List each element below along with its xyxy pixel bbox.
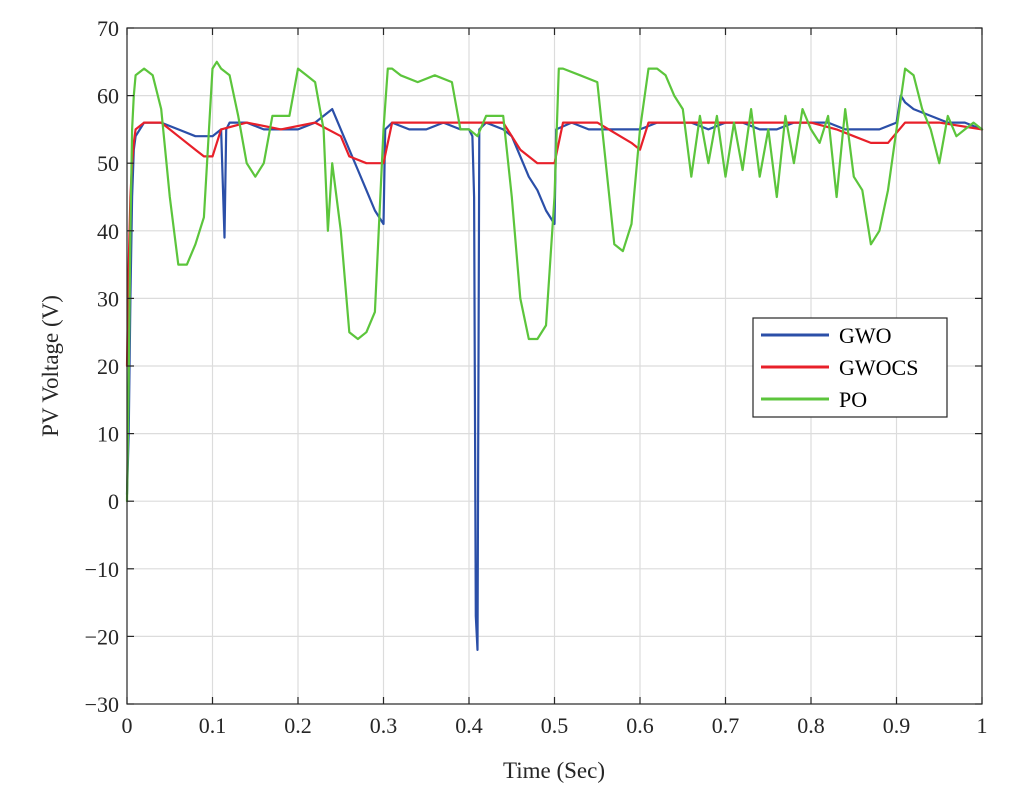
- legend-label-gwocs: GWOCS: [839, 355, 918, 380]
- legend-label-po: PO: [839, 387, 867, 412]
- x-tick-label: 0.7: [712, 713, 740, 738]
- y-tick-label: −20: [85, 624, 119, 649]
- y-tick-label: 20: [97, 354, 119, 379]
- x-tick-label: 0: [122, 713, 133, 738]
- y-tick-label: −30: [85, 692, 119, 717]
- series-line-gwocs: [125, 121, 984, 368]
- y-tick-label: 60: [97, 84, 119, 109]
- x-axis-label: Time (Sec): [503, 758, 605, 783]
- x-tick-label: 0.6: [626, 713, 654, 738]
- x-tick-label: 0.2: [284, 713, 312, 738]
- y-tick-label: −10: [85, 557, 119, 582]
- x-tick-label: 1: [977, 713, 988, 738]
- y-tick-label: 40: [97, 219, 119, 244]
- y-tick-label: 30: [97, 286, 119, 311]
- y-tick-label: 0: [108, 489, 119, 514]
- x-tick-label: 0.5: [541, 713, 569, 738]
- x-tick-label: 0.8: [797, 713, 825, 738]
- legend-label-gwo: GWO: [839, 323, 892, 348]
- x-tick-label: 0.3: [370, 713, 398, 738]
- y-tick-label: 50: [97, 151, 119, 176]
- y-tick-label: 70: [97, 16, 119, 41]
- x-tick-label: 0.9: [883, 713, 911, 738]
- series-lines: [125, 60, 984, 652]
- ticks: 0 0.1 0.2 0.3 0.4 0.5 0.6 0.7 0.8 0.9 1 −30 −20 −10 0 1…: [85, 16, 988, 738]
- x-tick-label: 0.4: [455, 713, 483, 738]
- series-line-po: [125, 60, 984, 503]
- y-axis-label: PV Voltage (V): [38, 295, 63, 437]
- y-tick-label: 10: [97, 422, 119, 447]
- x-tick-label: 0.1: [199, 713, 227, 738]
- legend: GWO GWOCS PO: [752, 317, 948, 418]
